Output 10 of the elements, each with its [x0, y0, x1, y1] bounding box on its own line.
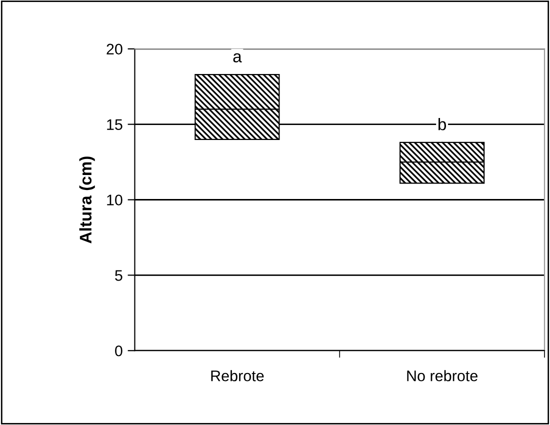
annotation: a	[233, 53, 242, 62]
annotation: b	[438, 118, 446, 130]
y-tick-label: 15	[107, 119, 122, 130]
y-tick-label: 0	[115, 345, 122, 356]
y-tick-label: 5	[115, 270, 122, 281]
x-tick-label: Rebrote	[211, 370, 264, 382]
y-tick-label: 10	[107, 194, 122, 206]
x-tick-label: No rebrote	[407, 370, 478, 382]
y-axis-title: Altura (cm)	[79, 156, 95, 244]
y-tick-label: 20	[106, 44, 122, 55]
